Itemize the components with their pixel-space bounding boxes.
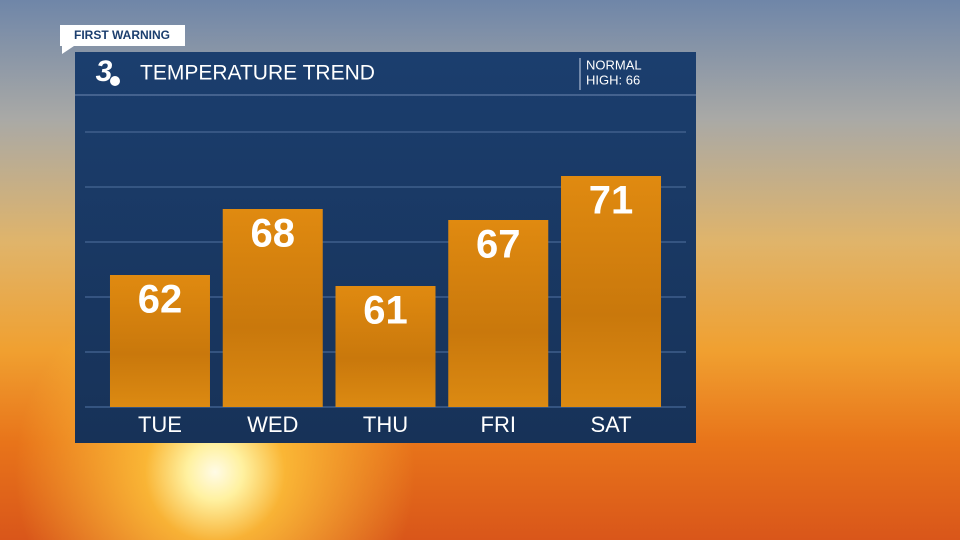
- normal-label: NORMAL: [586, 57, 642, 72]
- x-tick-label: FRI: [481, 412, 516, 437]
- value-label: 61: [363, 289, 408, 333]
- logo-dot: [110, 76, 120, 86]
- chart-title: TEMPERATURE TREND: [140, 62, 375, 85]
- value-label: 67: [476, 223, 521, 267]
- value-label: 62: [138, 278, 183, 322]
- bar: [335, 286, 436, 407]
- bar: [448, 220, 549, 407]
- x-tick-label: WED: [247, 412, 298, 437]
- normal-high: HIGH: 66: [586, 72, 640, 87]
- tag-box: [60, 25, 185, 46]
- x-tick-label: TUE: [138, 412, 182, 437]
- x-tick-label: SAT: [590, 412, 631, 437]
- bar: [222, 209, 323, 407]
- x-tick-label: THU: [363, 412, 408, 437]
- value-label: 71: [589, 179, 634, 223]
- bar: [109, 275, 210, 407]
- tag-text: FIRST WARNING: [74, 28, 170, 42]
- value-label: 68: [250, 212, 295, 256]
- logo: 3: [96, 55, 113, 88]
- bar: [561, 176, 662, 407]
- tag-pointer: [62, 46, 74, 54]
